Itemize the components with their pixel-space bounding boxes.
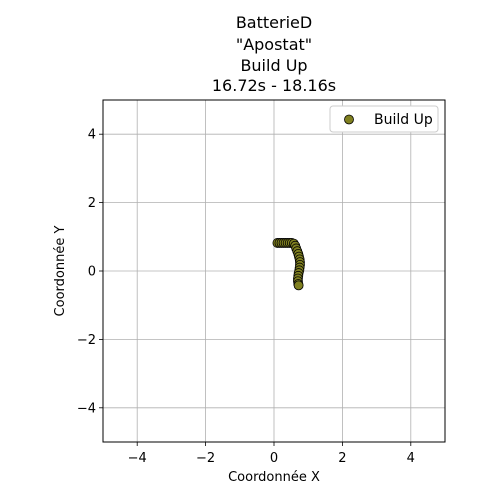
y-tick-label: 4 (88, 128, 96, 143)
scatter-points (272, 238, 305, 291)
scatter-point (293, 280, 304, 291)
x-tick-label: 4 (407, 451, 415, 466)
x-tick-label: 0 (270, 451, 278, 466)
chart-title: BatterieD "Apostat" Build Up 16.72s - 18… (212, 13, 336, 95)
title-line-2: "Apostat" (236, 35, 312, 54)
legend: Build Up (329, 105, 439, 133)
title-line-1: BatterieD (236, 13, 312, 32)
grid-lines (103, 100, 445, 442)
x-axis-label: Coordonnée X (228, 470, 320, 485)
y-axis-ticks: −4 −2 0 2 4 (77, 128, 103, 416)
y-tick-label: 0 (88, 265, 96, 280)
legend-box (329, 105, 439, 133)
y-axis-label: Coordonnée Y (53, 226, 68, 317)
y-tick-label: −2 (77, 333, 96, 348)
x-tick-label: −4 (128, 451, 147, 466)
x-tick-label: −2 (196, 451, 215, 466)
y-tick-label: −4 (77, 401, 96, 416)
title-line-3: Build Up (240, 56, 307, 75)
legend-label: Build Up (374, 112, 433, 128)
y-tick-label: 2 (88, 196, 96, 211)
x-axis-ticks: −4 −2 0 2 4 (128, 442, 415, 466)
x-tick-label: 2 (338, 451, 346, 466)
title-line-4: 16.72s - 18.16s (212, 76, 336, 95)
legend-marker (344, 114, 354, 125)
